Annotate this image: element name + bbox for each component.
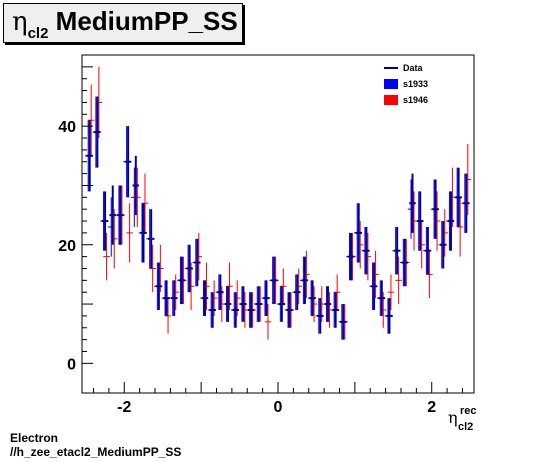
title-label: MediumPP_SS [55,6,238,36]
footer-line-2: //h_zee_etacl2_MediumPP_SS [10,445,182,459]
plot-frame [81,54,475,394]
chart-title: ηcl2 MediumPP_SS [12,6,238,42]
plot-area [81,54,475,394]
legend-label-s1933: s1933 [403,79,428,89]
x-axis-label: η [448,408,458,427]
x-tick-label: 2 [427,399,436,416]
legend-swatch-s1933 [384,79,398,89]
x-axis-label-sub: cl2 [458,421,473,433]
y-tick-label: 20 [58,238,76,255]
y-tick-label: 40 [58,119,76,136]
legend-swatch-s1946 [384,95,398,105]
x-tick-label: 0 [274,399,283,416]
x-tick-label: -2 [117,399,131,416]
plot-series [84,66,472,340]
series-data [86,96,470,340]
legend: Data s1933 s1946 [384,63,428,105]
y-tick-label: 0 [67,356,76,373]
title-box: ηcl2 MediumPP_SS [3,3,243,43]
x-axis-label-sup: rec [460,405,477,417]
footer: Electron //h_zee_etacl2_MediumPP_SS [10,431,181,459]
footer-line-1: Electron [10,431,59,445]
legend-label-data: Data [403,63,424,73]
legend-label-s1946: s1946 [403,95,428,105]
title-subscript: cl2 [27,25,49,42]
title-symbol: η [12,7,28,37]
